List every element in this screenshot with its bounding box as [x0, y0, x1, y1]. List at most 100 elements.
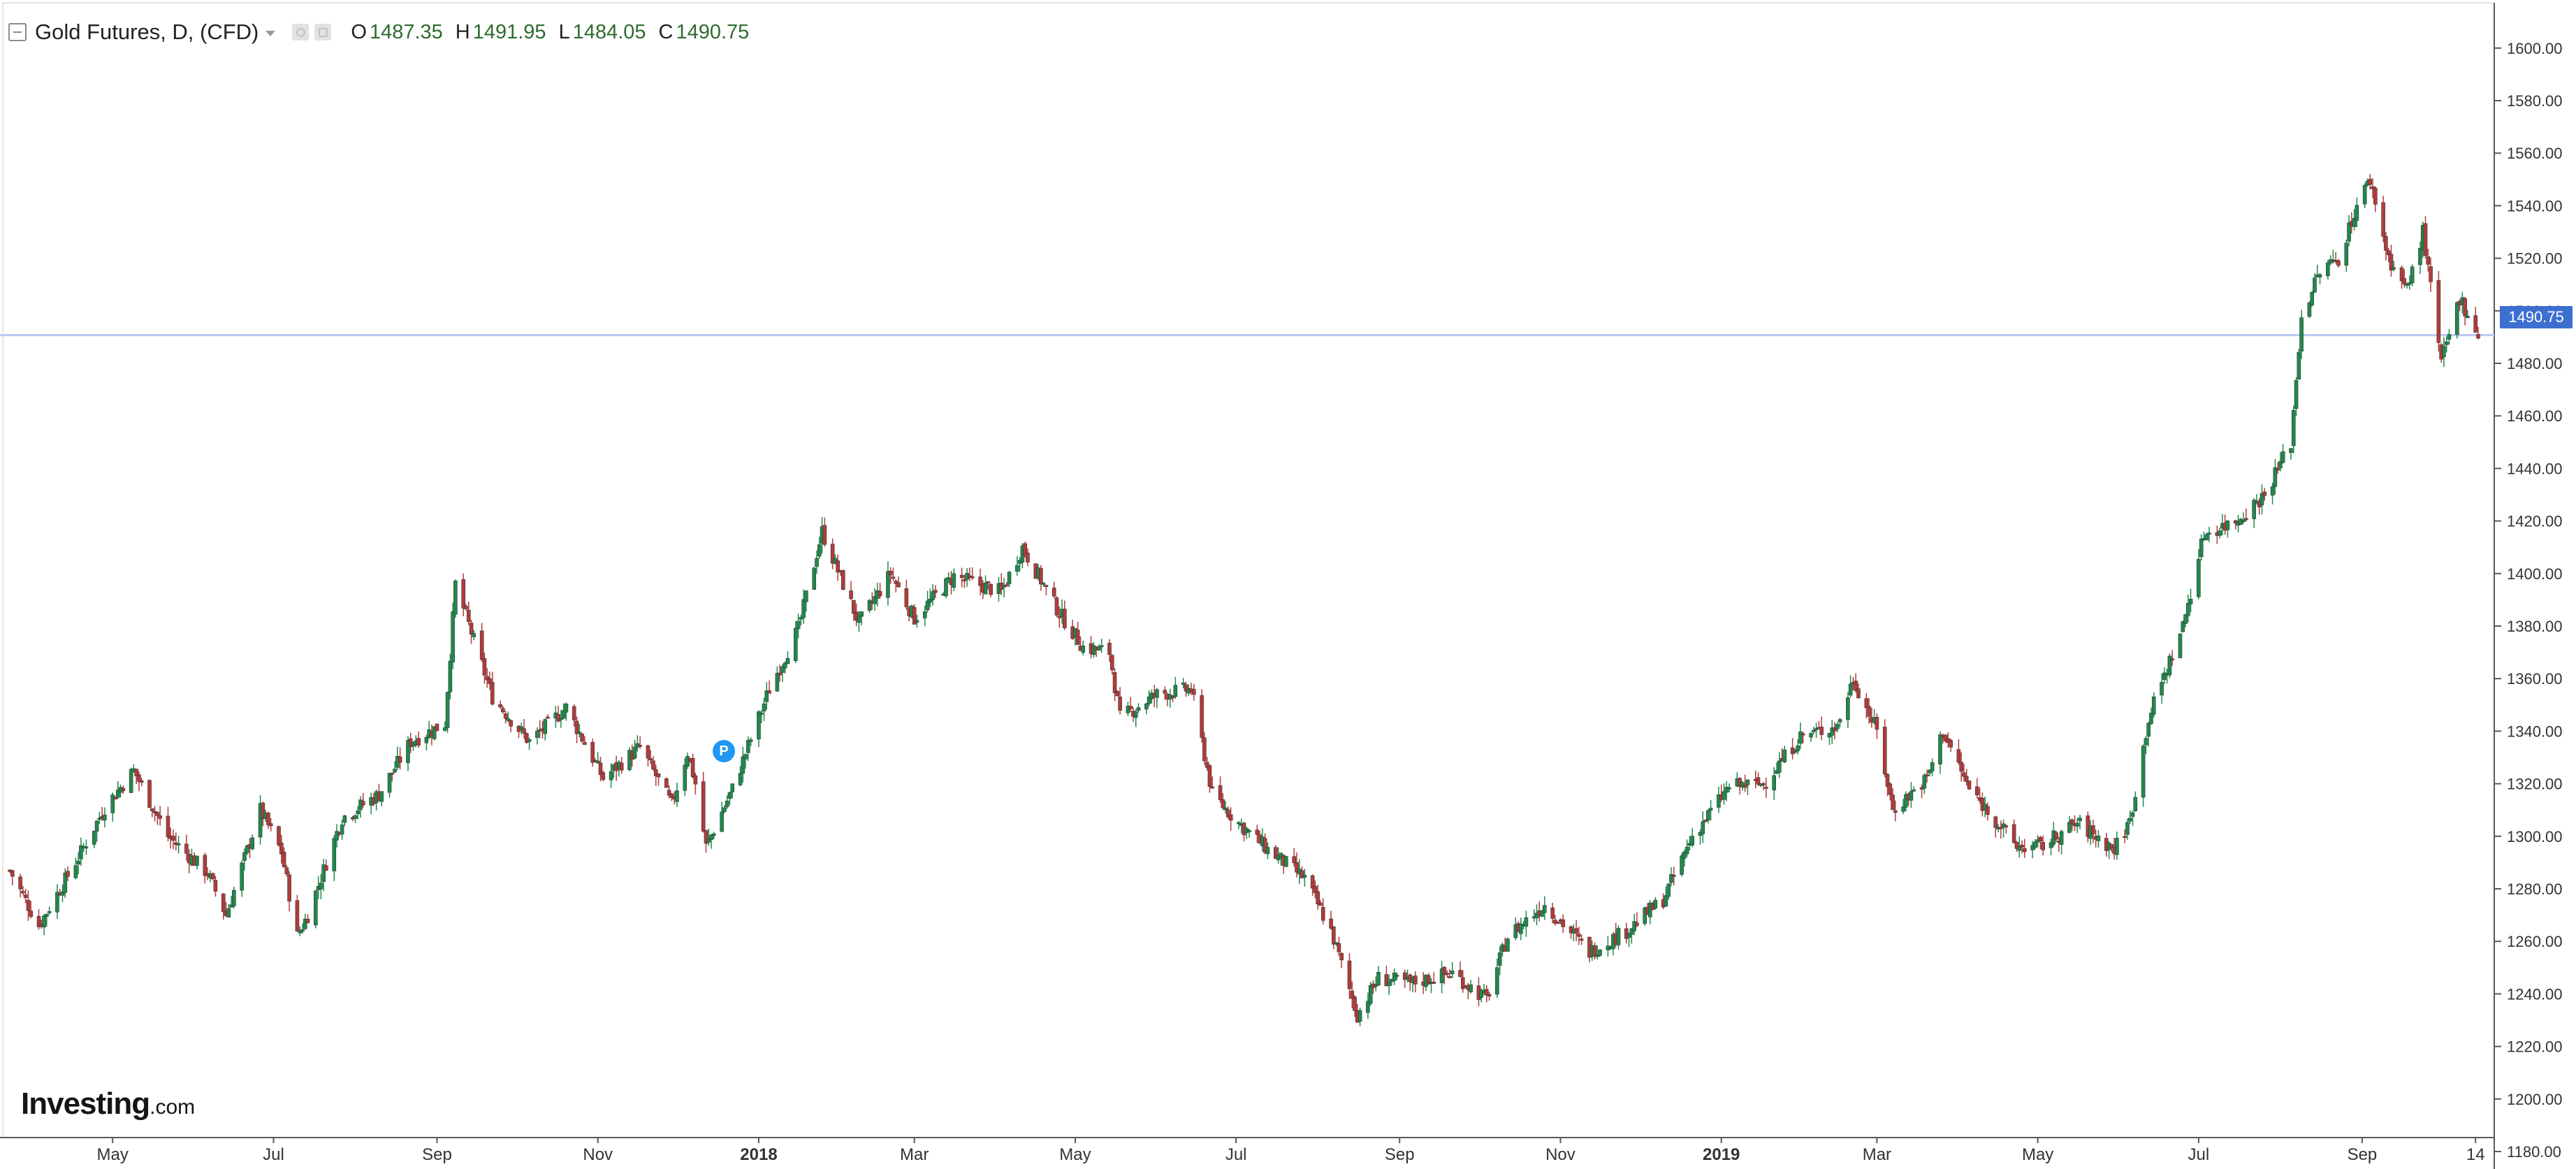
- candle-body: [1207, 765, 1212, 787]
- dropdown-caret-icon[interactable]: [265, 31, 276, 36]
- candle-body: [158, 815, 162, 819]
- candle-body: [60, 891, 65, 896]
- y-tick-label: 1420.00: [2507, 513, 2563, 530]
- x-tick-label: Sep: [422, 1145, 452, 1164]
- event-marker-icon[interactable]: P: [713, 740, 735, 762]
- candle-body: [1524, 917, 1529, 927]
- candle-body: [1506, 938, 1510, 952]
- eye-icon[interactable]: [292, 24, 310, 41]
- candle-body: [2381, 202, 2385, 237]
- candle-body: [1706, 810, 1710, 821]
- candle-body: [2069, 819, 2074, 825]
- candle-body: [822, 525, 827, 545]
- candle-body: [1041, 583, 1046, 585]
- candle-body: [110, 794, 115, 813]
- candle-body: [2402, 278, 2407, 285]
- candle-body: [448, 660, 453, 692]
- candle-body: [783, 662, 787, 669]
- candle-body: [2133, 797, 2138, 811]
- x-tick-label: Mar: [900, 1145, 929, 1164]
- candle-body: [2344, 242, 2349, 266]
- candle-body: [1226, 809, 1230, 818]
- candle-body: [1550, 907, 1555, 919]
- candle-body: [1701, 821, 1705, 834]
- candle-body: [319, 883, 323, 890]
- candle-body: [121, 787, 126, 792]
- candle-body: [1205, 762, 1209, 768]
- y-tick-label: 1340.00: [2507, 723, 2563, 740]
- candle-body: [2260, 493, 2264, 506]
- candle-body: [638, 745, 642, 747]
- candle-body: [1318, 902, 1323, 906]
- candle-body: [335, 831, 339, 841]
- candle-body: [675, 790, 679, 802]
- candle-body: [1097, 646, 1101, 651]
- candle-body: [1540, 910, 1544, 917]
- high-label: H: [455, 20, 470, 43]
- candle-body: [830, 544, 835, 564]
- candle-body: [543, 719, 548, 734]
- candle-body: [1928, 769, 1932, 774]
- chart-legend: Gold Futures, D, (CFD) O 1487.35 H 1491.…: [8, 15, 762, 49]
- candle-body: [2204, 534, 2209, 541]
- candle-body: [1173, 685, 1178, 697]
- candle-body: [1519, 924, 1523, 934]
- candle-body: [2426, 256, 2431, 265]
- candle-body: [685, 756, 690, 767]
- candle-body: [268, 823, 273, 827]
- candle-body: [1247, 830, 1251, 832]
- candle-body: [1426, 975, 1431, 985]
- candle-body: [26, 899, 31, 911]
- x-tick-label: 2019: [1703, 1145, 1740, 1164]
- candle-body: [1044, 585, 1049, 587]
- candle-body: [775, 673, 780, 692]
- candle-body: [2038, 836, 2043, 841]
- candle-body: [1856, 688, 1861, 699]
- candle-body: [1081, 645, 1086, 653]
- candle-body: [461, 579, 466, 609]
- candle-body: [1708, 808, 1713, 811]
- candle-body: [469, 623, 474, 634]
- candle-body: [2299, 317, 2304, 352]
- candle-body: [324, 865, 328, 871]
- collapse-icon[interactable]: [8, 23, 27, 41]
- y-tick-label: 1220.00: [2507, 1038, 2563, 1056]
- candle-body: [464, 606, 468, 609]
- candle-body: [1893, 810, 1898, 813]
- settings-icon[interactable]: [314, 24, 332, 41]
- candle-body: [2442, 346, 2446, 357]
- candle-body: [598, 762, 603, 775]
- close-value: 1490.75: [676, 20, 750, 43]
- candle-body: [2270, 486, 2275, 496]
- y-tick-label: 1440.00: [2507, 460, 2563, 477]
- candle-body: [722, 807, 727, 812]
- candle-body: [1255, 829, 1260, 835]
- candle-body: [959, 574, 964, 578]
- candle-body: [1442, 967, 1447, 975]
- candle-body: [1664, 895, 1668, 907]
- candle-body: [424, 736, 429, 743]
- candle-body: [1075, 630, 1080, 645]
- candle-body: [653, 769, 658, 776]
- candle-body: [1320, 907, 1325, 921]
- candle-body: [667, 790, 671, 796]
- candle-body: [527, 739, 532, 742]
- candle-body: [836, 560, 841, 573]
- candle-body: [2086, 815, 2090, 837]
- candle-body: [1450, 971, 1455, 975]
- candle-body: [97, 818, 102, 820]
- candle-body: [1237, 822, 1241, 825]
- candle-body: [147, 780, 152, 808]
- candle-body: [1574, 928, 1578, 934]
- candle-body: [1366, 1001, 1370, 1013]
- candle-body: [303, 918, 307, 929]
- candle-body: [445, 692, 450, 728]
- candle-body: [1814, 728, 1819, 730]
- candle-body: [1848, 683, 1853, 696]
- candle-body: [73, 865, 78, 878]
- candle-body: [1835, 724, 1840, 729]
- candle-body: [1956, 749, 1961, 763]
- candle-body: [226, 908, 231, 917]
